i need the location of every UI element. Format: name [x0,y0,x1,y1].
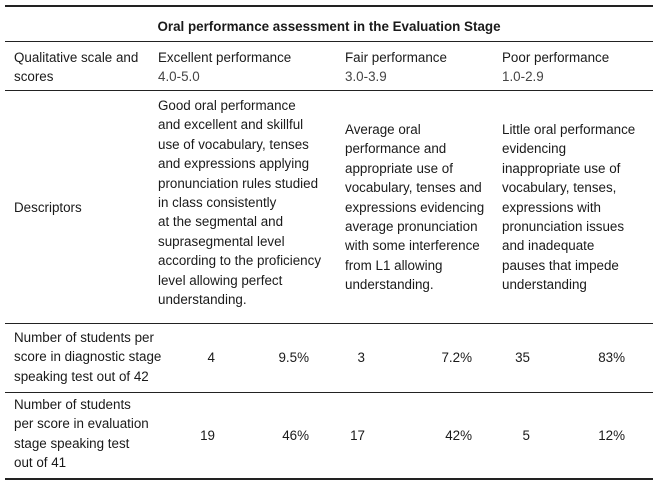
descriptor-fair: Average oral performance and appropriate… [345,122,485,293]
diagnostic-rule [5,392,653,393]
diagnostic-poor-pct: 83% [598,350,625,365]
header-fair: Fair performance 3.0-3.9 [345,50,447,85]
evaluation-fair-pct: 42% [445,428,472,443]
diagnostic-label: Number of students per score in diagnost… [14,330,162,384]
diagnostic-excellent-count: 4 [207,350,215,365]
evaluation-excellent-pct: 46% [282,428,309,443]
evaluation-fair-count: 17 [350,428,365,443]
table-title: Oral performance assessment in the Evalu… [157,19,501,34]
diagnostic-excellent-pct: 9.5% [278,350,309,365]
evaluation-excellent-count: 19 [200,428,215,443]
diagnostic-fair-count: 3 [357,350,365,365]
evaluation-poor-pct: 12% [598,428,625,443]
descriptors-rule [5,323,653,324]
header-excellent: Excellent performance 4.0-5.0 [158,50,292,85]
diagnostic-fair-pct: 7.2% [441,350,472,365]
descriptor-poor: Little oral performance evidencing inapp… [502,122,636,293]
evaluation-label: Number of students per score in evaluati… [14,397,149,471]
top-rule [5,5,653,7]
evaluation-poor-count: 5 [522,428,530,443]
descriptors-label: Descriptors [14,200,82,215]
header-scale-label: Qualitative scale and scores [14,50,139,85]
assessment-table: Oral performance assessment in the Evalu… [5,5,653,482]
diagnostic-poor-count: 35 [515,350,530,365]
title-rule [5,41,653,42]
header-rule [5,90,653,91]
header-poor: Poor performance 1.0-2.9 [502,50,610,85]
descriptor-excellent: Good oral performance and excellent and … [158,98,322,308]
bottom-rule [5,478,653,480]
